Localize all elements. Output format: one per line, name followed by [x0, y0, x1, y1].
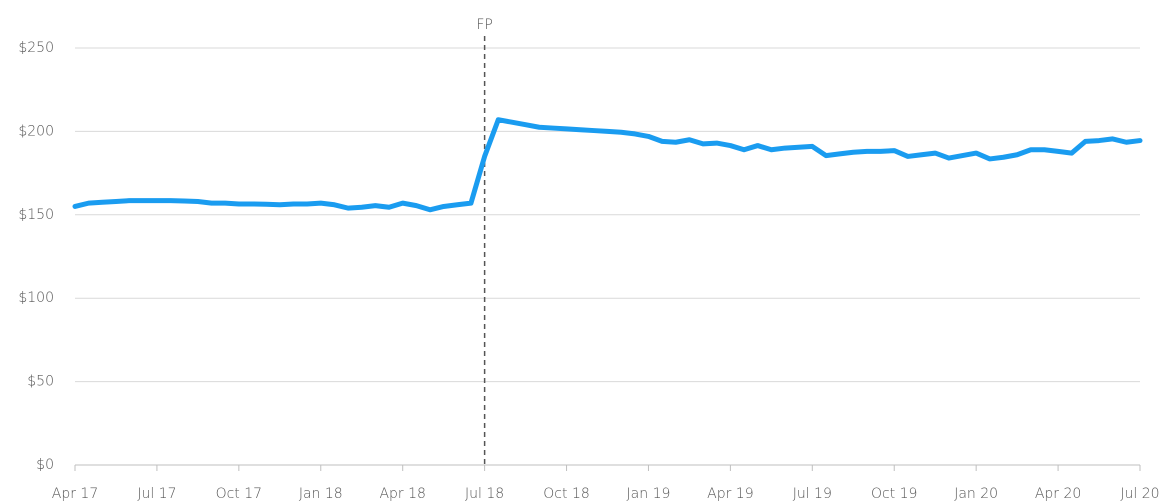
x-tick-label: Jul 20: [1120, 486, 1159, 502]
x-tick-label: Oct 19: [871, 486, 917, 502]
x-tick-label: Jan 18: [299, 486, 343, 502]
x-tick-label: Jul 17: [137, 486, 176, 502]
x-tick-label: Oct 18: [543, 486, 589, 502]
y-tick-label: $100: [18, 290, 54, 306]
x-tick-label: Apr 17: [52, 486, 98, 502]
y-tick-label: $0: [36, 457, 54, 473]
line-series: [72, 117, 1143, 213]
x-tick-label: Oct 17: [216, 486, 262, 502]
y-tick-label: $200: [18, 123, 54, 139]
x-tick-label: Jan 20: [954, 486, 998, 502]
x-tick-label: Apr 20: [1035, 486, 1081, 502]
x-tick-label: Jan 19: [627, 486, 671, 502]
x-tick-label: Apr 18: [379, 486, 425, 502]
x-tick-label: Apr 19: [707, 486, 753, 502]
x-tick-label: Jul 18: [465, 486, 504, 502]
y-tick-label: $50: [27, 374, 54, 390]
annotation-label: FP: [476, 17, 493, 33]
y-tick-label: $250: [18, 40, 54, 56]
y-tick-label: $150: [18, 207, 54, 223]
x-tick-label: Jul 19: [793, 486, 832, 502]
